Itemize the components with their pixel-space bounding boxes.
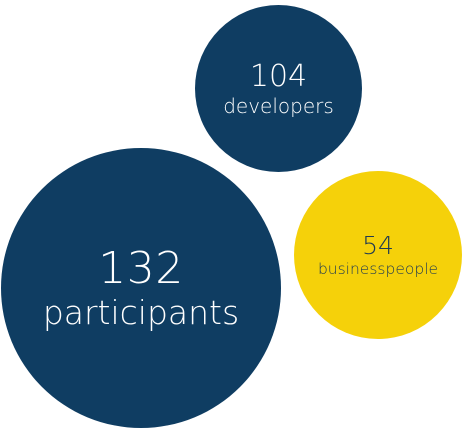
developers-count: 104 <box>249 59 308 94</box>
businesspeople-bubble: 54 businesspeople <box>294 171 462 339</box>
participants-bubble: 132 participants <box>1 148 281 428</box>
participants-label: participants <box>42 293 240 333</box>
businesspeople-label: businesspeople <box>317 260 439 279</box>
businesspeople-count: 54 <box>362 230 394 260</box>
participants-count: 132 <box>98 242 184 294</box>
developers-label: developers <box>223 94 334 118</box>
developers-bubble: 104 developers <box>195 5 362 172</box>
